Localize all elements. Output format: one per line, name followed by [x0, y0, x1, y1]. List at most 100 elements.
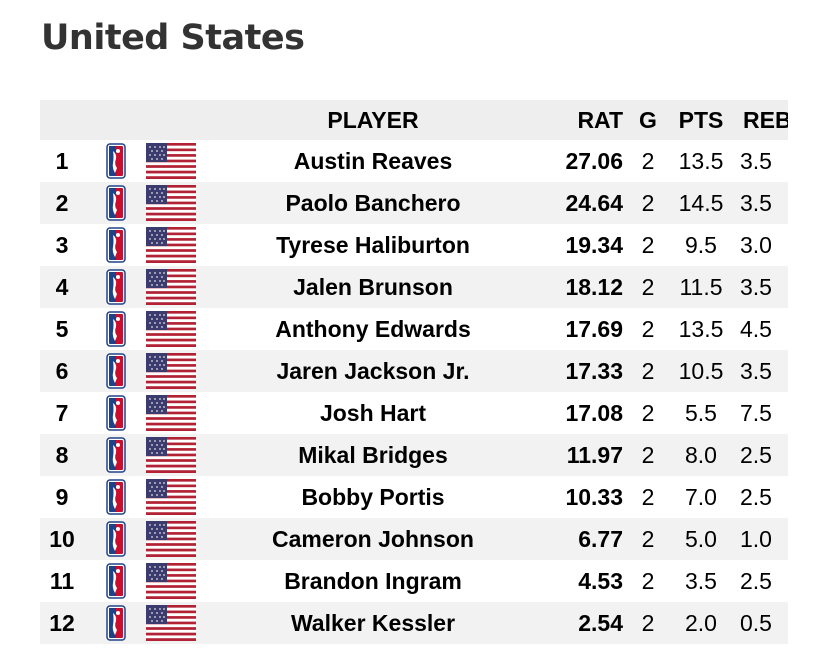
rebounds-cell: 3.5	[740, 147, 772, 174]
rebounds-cell: 2.5	[740, 483, 772, 510]
column-header-rat[interactable]: RAT	[577, 106, 623, 133]
rebounds-cell: 4.5	[740, 315, 772, 342]
table-row[interactable]: 12 Walker Kessler 2.54 2 2.0 0.5	[40, 602, 788, 644]
us-flag-icon	[146, 308, 196, 350]
rank-cell: 12	[49, 609, 75, 636]
points-cell: 3.5	[685, 567, 717, 594]
rebounds-cell: 2.5	[740, 567, 772, 594]
table-row[interactable]: 2 Paolo Banchero 24.64 2 14.5 3.5	[40, 182, 788, 224]
nba-logo-icon	[104, 560, 128, 602]
nba-logo-icon	[104, 602, 128, 644]
rating-cell: 18.12	[565, 273, 623, 300]
rank-cell: 5	[55, 315, 69, 342]
column-header-reb[interactable]: REB	[743, 106, 788, 133]
points-cell: 5.0	[685, 525, 717, 552]
rank-cell: 3	[55, 231, 69, 258]
games-cell: 2	[641, 567, 655, 594]
column-header-player[interactable]: PLAYER	[327, 106, 419, 133]
games-cell: 2	[641, 273, 655, 300]
games-cell: 2	[641, 357, 655, 384]
player-name[interactable]: Paolo Banchero	[285, 189, 461, 216]
nba-logo-icon	[104, 266, 128, 308]
points-cell: 2.0	[685, 609, 717, 636]
rating-cell: 2.54	[578, 609, 623, 636]
nba-logo-icon	[104, 518, 128, 560]
us-flag-icon	[146, 434, 196, 476]
us-flag-icon	[146, 392, 196, 434]
player-name[interactable]: Walker Kessler	[290, 609, 456, 636]
player-name[interactable]: Jalen Brunson	[293, 273, 453, 300]
rank-cell: 7	[55, 399, 69, 426]
rating-cell: 19.34	[565, 231, 623, 258]
games-cell: 2	[641, 315, 655, 342]
us-flag-icon	[146, 602, 196, 644]
rank-cell: 1	[55, 147, 69, 174]
table-row[interactable]: 9 Bobby Portis 10.33 2 7.0 2.5	[40, 476, 788, 518]
player-name[interactable]: Mikal Bridges	[298, 441, 448, 468]
table-row[interactable]: 11 Brandon Ingram 4.53 2 3.5 2.5	[40, 560, 788, 602]
us-flag-icon	[146, 182, 196, 224]
rating-cell: 17.33	[565, 357, 623, 384]
rank-cell: 4	[55, 273, 69, 300]
table-row[interactable]: 8 Mikal Bridges 11.97 2 8.0 2.5	[40, 434, 788, 476]
player-name[interactable]: Brandon Ingram	[284, 567, 462, 594]
points-cell: 5.5	[685, 399, 717, 426]
rating-cell: 17.69	[565, 315, 623, 342]
page-title: United States	[41, 18, 305, 58]
player-name[interactable]: Tyrese Haliburton	[276, 231, 470, 258]
games-cell: 2	[641, 147, 655, 174]
rebounds-cell: 7.5	[740, 399, 772, 426]
table-row[interactable]: 7 Josh Hart 17.08 2 5.5 7.5	[40, 392, 788, 434]
rank-cell: 10	[49, 525, 75, 552]
rebounds-cell: 3.5	[740, 189, 772, 216]
points-cell: 8.0	[685, 441, 717, 468]
rebounds-cell: 3.5	[740, 273, 772, 300]
games-cell: 2	[641, 609, 655, 636]
rebounds-cell: 3.0	[740, 231, 772, 258]
nba-logo-icon	[104, 308, 128, 350]
rating-cell: 6.77	[578, 525, 623, 552]
rebounds-cell: 3.5	[740, 357, 772, 384]
nba-logo-icon	[104, 140, 128, 182]
table-row[interactable]: 6 Jaren Jackson Jr. 17.33 2 10.5 3.5	[40, 350, 788, 392]
player-name[interactable]: Josh Hart	[319, 399, 427, 426]
points-cell: 9.5	[685, 231, 717, 258]
table-row[interactable]: 5 Anthony Edwards 17.69 2 13.5 4.5	[40, 308, 788, 350]
points-cell: 10.5	[678, 357, 724, 384]
us-flag-icon	[146, 476, 196, 518]
nba-logo-icon	[104, 434, 128, 476]
column-header-g[interactable]: G	[639, 106, 657, 133]
nba-logo-icon	[104, 350, 128, 392]
rank-cell: 2	[55, 189, 69, 216]
rating-cell: 27.06	[565, 147, 623, 174]
rating-cell: 17.08	[565, 399, 623, 426]
us-flag-icon	[146, 140, 196, 182]
us-flag-icon	[146, 518, 196, 560]
player-name[interactable]: Cameron Johnson	[272, 525, 474, 552]
rank-cell: 11	[49, 567, 75, 594]
games-cell: 2	[641, 231, 655, 258]
rating-cell: 11.97	[566, 441, 623, 468]
table-row[interactable]: 3 Tyrese Haliburton 19.34 2 9.5 3.0	[40, 224, 788, 266]
nba-logo-icon	[104, 224, 128, 266]
points-cell: 13.5	[678, 315, 724, 342]
player-name[interactable]: Austin Reaves	[293, 147, 453, 174]
player-name[interactable]: Anthony Edwards	[275, 315, 471, 342]
player-name[interactable]: Jaren Jackson Jr.	[276, 357, 470, 384]
games-cell: 2	[641, 399, 655, 426]
table-row[interactable]: 4 Jalen Brunson 18.12 2 11.5 3.5	[40, 266, 788, 308]
table-row[interactable]: 10 Cameron Johnson 6.77 2 5.0 1.0	[40, 518, 788, 560]
games-cell: 2	[641, 441, 655, 468]
rank-cell: 6	[55, 357, 69, 384]
player-ratings-table: PLAYER RAT G PTS REB 1 Austin Reaves	[40, 100, 788, 644]
column-header-pts[interactable]: PTS	[678, 106, 724, 133]
games-cell: 2	[641, 189, 655, 216]
table-row[interactable]: 1 Austin Reaves 27.06 2 13.5 3.5	[40, 140, 788, 182]
rebounds-cell: 1.0	[740, 525, 772, 552]
player-name[interactable]: Bobby Portis	[301, 483, 445, 510]
games-cell: 2	[641, 525, 655, 552]
points-cell: 13.5	[678, 147, 724, 174]
games-cell: 2	[641, 483, 655, 510]
nba-logo-icon	[104, 476, 128, 518]
table-header-row: PLAYER RAT G PTS REB	[40, 100, 788, 140]
